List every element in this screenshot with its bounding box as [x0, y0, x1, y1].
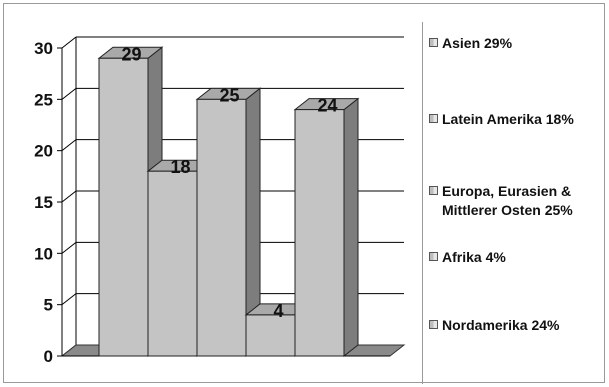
bar-front — [98, 57, 149, 357]
legend-swatch — [429, 38, 438, 47]
data-label: 25 — [219, 85, 239, 105]
legend-label: Nordamerika 24% — [442, 317, 560, 333]
data-label: 29 — [121, 44, 141, 64]
bar-5 — [293, 97, 360, 358]
bar-chart: 0 5 10 15 20 25 30 29 18 25 4 24 — [34, 36, 406, 366]
gridline-side — [61, 241, 77, 254]
bar-3 — [195, 87, 262, 358]
chart-frame: 0 5 10 15 20 25 30 29 18 25 4 24 Asien 29% Latein A… — [3, 3, 605, 384]
y-tick-label: 30 — [34, 39, 53, 58]
legend-swatch — [429, 320, 438, 329]
gridline-side — [61, 36, 77, 49]
legend-item: Nordamerika 24% — [429, 316, 601, 335]
legend-item: Afrika 4% — [429, 248, 601, 267]
legend-swatch — [429, 252, 438, 261]
y-tick-label: 0 — [44, 347, 53, 366]
bar-front — [294, 109, 345, 357]
data-label: 4 — [273, 301, 283, 321]
y-tick-label: 20 — [34, 142, 53, 161]
y-tick-label: 15 — [34, 193, 53, 212]
legend-swatch — [429, 114, 438, 123]
legend-label: Asien 29% — [442, 35, 513, 51]
legend-label: Latein Amerika 18% — [442, 111, 574, 127]
gridline-side — [61, 293, 77, 306]
legend-label: Afrika 4% — [442, 249, 506, 265]
y-tick-label: 25 — [34, 90, 53, 109]
y-tick-label: 5 — [44, 296, 53, 315]
gridline-side — [61, 139, 77, 152]
bar-front — [245, 314, 296, 357]
bars-layer — [97, 46, 360, 358]
legend: Asien 29% Latein Amerika 18% Europa, Euras… — [422, 22, 604, 384]
legend-item: Europa, Eurasien & Mittlerer Osten 25% — [429, 182, 601, 220]
data-label: 18 — [170, 157, 190, 177]
data-label: 24 — [317, 96, 337, 116]
bar-front — [147, 170, 198, 357]
y-tick-label: 10 — [34, 244, 53, 263]
gridline-side — [61, 87, 77, 100]
legend-item: Asien 29% — [429, 34, 601, 53]
data-labels-layer: 29 18 25 4 24 — [121, 44, 337, 321]
y-axis: 0 5 10 15 20 25 30 — [34, 39, 390, 366]
gridline-side — [61, 190, 77, 203]
legend-swatch — [429, 186, 438, 195]
bar-front — [196, 98, 247, 357]
legend-item: Latein Amerika 18% — [429, 110, 601, 129]
bar-side — [343, 97, 359, 358]
legend-label: Europa, Eurasien & Mittlerer Osten 25% — [442, 183, 573, 218]
